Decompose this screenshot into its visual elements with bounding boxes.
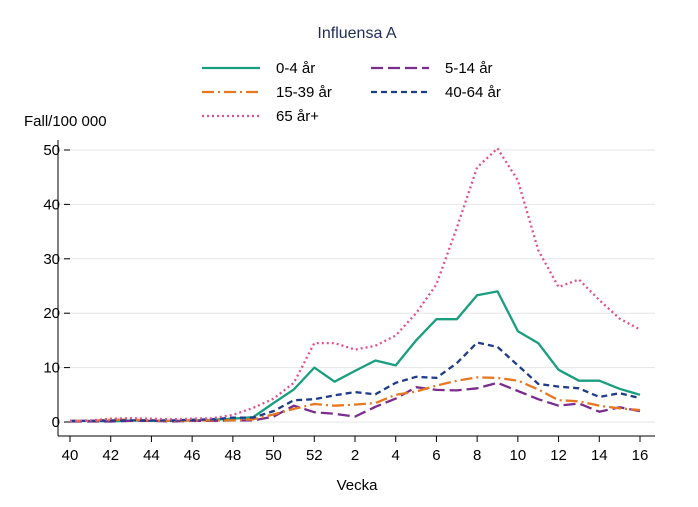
- series-line-1: [70, 290, 641, 423]
- x-tick-label: 10: [510, 447, 527, 464]
- y-tick-label: 10: [43, 360, 60, 377]
- x-tick-label: 8: [473, 447, 481, 464]
- legend-label: 5-14 år: [445, 60, 493, 77]
- y-tick-label: 20: [43, 305, 60, 322]
- series-line-3: [70, 376, 641, 423]
- series-line-4: [70, 341, 641, 423]
- x-tick-label: 40: [62, 447, 79, 464]
- x-tick-label: 2: [351, 447, 359, 464]
- gridlines: [58, 149, 655, 423]
- y-tick-label: 50: [43, 142, 60, 159]
- y-tick-label: 30: [43, 251, 60, 268]
- legend-label: 65 år+: [276, 108, 319, 125]
- series-line-5: [69, 147, 641, 423]
- x-tick-label: 42: [102, 447, 119, 464]
- x-tick-label: 12: [550, 447, 567, 464]
- series-lines: [69, 147, 641, 423]
- x-tick-label: 16: [632, 447, 649, 464]
- x-tick-label: 50: [265, 447, 282, 464]
- x-tick-label: 6: [432, 447, 440, 464]
- y-tick-label: 40: [43, 196, 60, 213]
- y-axis-title: Fall/100 000: [24, 113, 107, 130]
- x-tick-label: 4: [392, 447, 400, 464]
- x-axis-title: Vecka: [337, 477, 379, 494]
- x-tick-label: 48: [225, 447, 242, 464]
- x-tick-label: 14: [591, 447, 608, 464]
- legend-label: 40-64 år: [445, 84, 501, 101]
- legend: 0-4 år 5-14 år 15-39 år 40-64 år 65 år+: [202, 60, 501, 125]
- x-tick-label: 52: [306, 447, 323, 464]
- series-line-2: [70, 381, 641, 423]
- x-tick-label: 46: [184, 447, 201, 464]
- legend-label: 0-4 år: [276, 60, 315, 77]
- chart-title: Influensa A: [317, 25, 397, 42]
- x-tick-label: 44: [143, 447, 160, 464]
- y-tick-label: 0: [52, 414, 60, 431]
- legend-label: 15-39 år: [276, 84, 332, 101]
